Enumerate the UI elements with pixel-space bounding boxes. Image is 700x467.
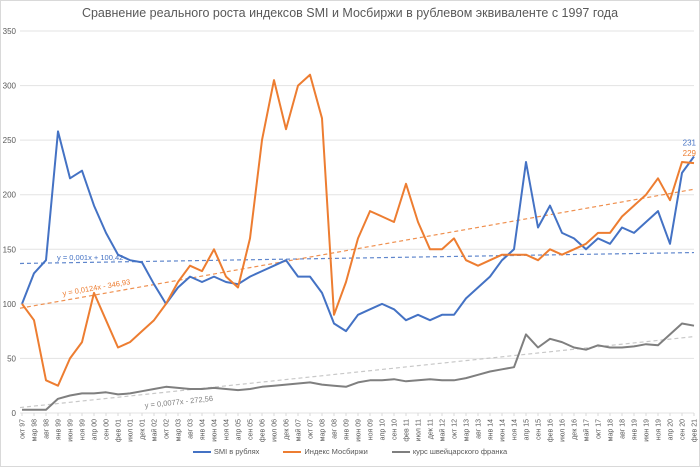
x-tick-label: апр 15 bbox=[524, 419, 531, 440]
x-tick-label: июл 11 bbox=[416, 419, 423, 441]
x-tick-label: авг 18 bbox=[620, 419, 627, 439]
y-tick-label: 250 bbox=[3, 136, 17, 145]
x-tick-label: сен 05 bbox=[248, 419, 255, 440]
trendline bbox=[19, 336, 695, 409]
x-tick-label: окт 07 bbox=[308, 419, 315, 439]
x-tick-label: ноя 04 bbox=[224, 419, 231, 440]
x-tick-label: дек 16 bbox=[572, 419, 579, 440]
x-tick-label: фев 01 bbox=[116, 419, 123, 442]
trendlines bbox=[19, 188, 695, 409]
x-tick-label: апр 05 bbox=[236, 419, 243, 440]
x-tick-label: май 12 bbox=[439, 419, 447, 441]
x-tick-label: сен 15 bbox=[536, 419, 543, 440]
x-tick-label: мар 08 bbox=[320, 419, 327, 441]
legend-label-moex: Индекс Мосбиржи bbox=[304, 447, 368, 456]
x-tick-label: июл 01 bbox=[128, 419, 135, 442]
x-tick-label: дек 11 bbox=[428, 419, 435, 439]
x-tick-label: май 02 bbox=[151, 419, 159, 441]
series-lines bbox=[21, 73, 695, 411]
x-tick-label: июл 06 bbox=[272, 419, 279, 442]
series-line bbox=[21, 73, 695, 387]
x-tick-label: июн 04 bbox=[212, 419, 219, 442]
x-tick-label: окт 17 bbox=[596, 419, 603, 439]
x-tick-label: ноя 99 bbox=[80, 419, 87, 440]
legend-swatch-smi bbox=[192, 450, 211, 453]
x-tick-label: ноя 09 bbox=[368, 419, 375, 440]
x-tick-label: сен 20 bbox=[680, 419, 687, 440]
trendline bbox=[19, 251, 695, 265]
x-tick-label: ноя 19 bbox=[656, 419, 663, 440]
legend-swatch-chf bbox=[391, 450, 410, 453]
x-tick-label: июн 09 bbox=[356, 419, 363, 442]
x-tick-label: июл 16 bbox=[560, 419, 567, 442]
x-tick-label: авг 03 bbox=[188, 419, 195, 439]
x-tick-label: фев 06 bbox=[260, 419, 267, 442]
x-tick-label: авг 98 bbox=[44, 419, 51, 439]
gridlines bbox=[20, 30, 694, 414]
x-tick-label: мар 98 bbox=[32, 419, 39, 441]
y-tick-label: 300 bbox=[3, 82, 17, 91]
x-tick-label: янв 14 bbox=[488, 419, 495, 440]
legend: SMI в рублях Индекс Мосбиржи курс швейца… bbox=[0, 447, 700, 456]
legend-label-smi: SMI в рублях bbox=[213, 447, 260, 456]
annotations: y = 0,001x + 100,42y = 0,0124x - 346,93y… bbox=[57, 139, 697, 410]
x-tick-label: июн 19 bbox=[644, 419, 651, 442]
x-tick-label: окт 12 bbox=[452, 419, 459, 439]
x-tick-label: дек 06 bbox=[284, 419, 291, 440]
x-tick-label: янв 99 bbox=[56, 419, 63, 440]
x-tick-label: авг 08 bbox=[332, 419, 339, 439]
trendline-equation: y = 0,0077x - 272,56 bbox=[144, 394, 213, 410]
end-value-label: 231 bbox=[683, 139, 697, 148]
x-tick-label: авг 13 bbox=[476, 419, 483, 439]
x-tick-label: янв 19 bbox=[632, 419, 639, 440]
x-tick-label: окт 97 bbox=[20, 419, 27, 439]
legend-item-moex[interactable]: Индекс Мосбиржи bbox=[283, 447, 368, 456]
y-tick-label: 150 bbox=[3, 245, 17, 254]
legend-label-chf: курс швейцарского франка bbox=[412, 447, 508, 456]
x-tick-label: янв 09 bbox=[344, 419, 351, 440]
x-tick-label: апр 00 bbox=[92, 419, 99, 440]
legend-item-chf[interactable]: курс швейцарского франка bbox=[391, 447, 508, 456]
x-tick-label: мар 13 bbox=[464, 419, 471, 441]
x-tick-label: дек 01 bbox=[140, 419, 147, 440]
end-value-label: 229 bbox=[683, 149, 697, 158]
series-line bbox=[22, 322, 695, 411]
x-tick-label: май 17 bbox=[583, 419, 591, 441]
x-tick-label: апр 10 bbox=[380, 419, 387, 440]
x-tick-label: ноя 14 bbox=[512, 419, 519, 440]
legend-swatch-moex bbox=[283, 450, 302, 453]
x-tick-label: фев 21 bbox=[692, 419, 699, 442]
x-tick-label: май 07 bbox=[295, 419, 303, 441]
x-tick-label: мар 03 bbox=[176, 419, 183, 441]
chart-title: Сравнение реального роста индексов SMI и… bbox=[81, 6, 619, 20]
x-tick-label: фев 16 bbox=[548, 419, 555, 442]
x-tick-label: янв 04 bbox=[200, 419, 207, 440]
x-tick-label: фев 11 bbox=[404, 419, 411, 442]
trendline-equation: y = 0,001x + 100,42 bbox=[57, 253, 123, 262]
y-tick-label: 200 bbox=[3, 191, 17, 200]
x-tick-label: сен 00 bbox=[104, 419, 111, 440]
x-axis-ticks: окт 97 мар 98 авг 98 янв 99 июн 99 ноя 99 апр … bbox=[20, 413, 699, 442]
series-line bbox=[21, 130, 695, 333]
x-tick-label: июн 99 bbox=[68, 419, 75, 442]
trendline bbox=[19, 188, 695, 309]
y-tick-label: 100 bbox=[3, 300, 17, 309]
x-tick-label: окт 02 bbox=[164, 419, 171, 439]
y-tick-label: 0 bbox=[12, 409, 17, 418]
y-tick-label: 50 bbox=[7, 354, 16, 363]
x-tick-label: июн 14 bbox=[500, 419, 507, 442]
x-tick-label: апр 20 bbox=[668, 419, 675, 440]
x-tick-label: сен 10 bbox=[392, 419, 399, 440]
y-tick-label: 350 bbox=[3, 27, 17, 36]
x-tick-label: мар 18 bbox=[608, 419, 615, 441]
legend-item-smi[interactable]: SMI в рублях bbox=[192, 447, 260, 456]
y-axis-ticks: 0 50 100 150 200 250 300 350 bbox=[3, 27, 17, 418]
